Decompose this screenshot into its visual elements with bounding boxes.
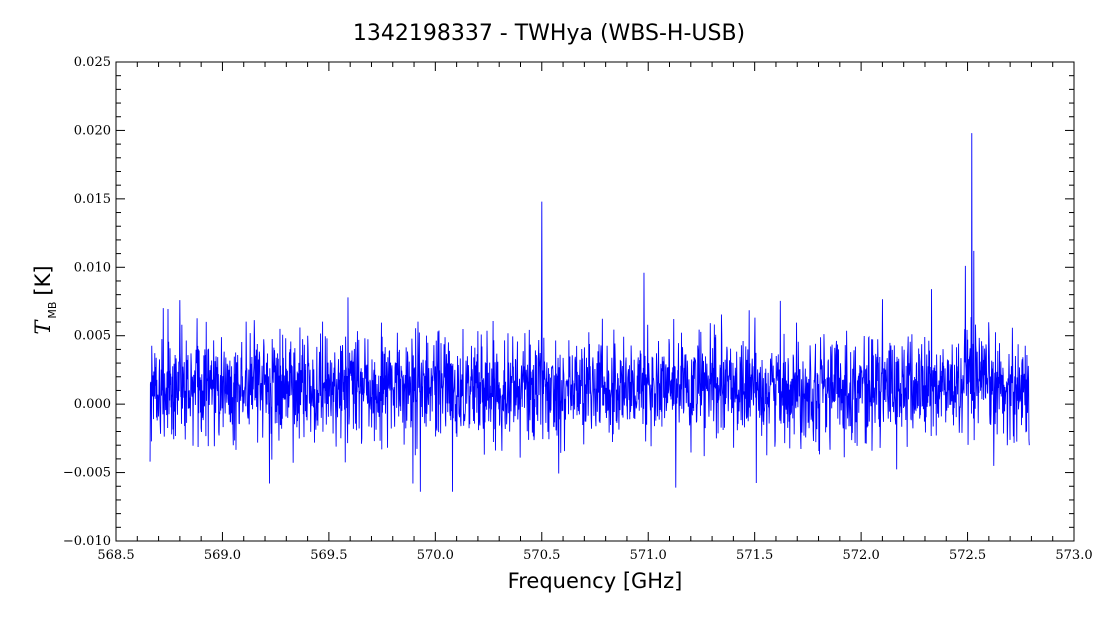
y-axis-title-subscript: MB (46, 302, 59, 319)
plot-frame (115, 61, 1075, 542)
x-tick-label: 568.5 (97, 548, 134, 563)
axis-ticks (115, 61, 1075, 542)
y-tick-label: 0.000 (74, 397, 111, 412)
x-tick-label: 572.0 (843, 548, 880, 563)
y-tick-label: 0.010 (74, 260, 111, 275)
x-tick-label: 570.0 (417, 548, 454, 563)
y-tick-label: −0.010 (63, 534, 111, 549)
y-tick-label: 0.005 (74, 329, 111, 344)
y-axis-title-main: T (31, 319, 55, 335)
y-tick-label: 0.015 (74, 192, 111, 207)
y-tick-label: 0.025 (74, 55, 111, 70)
x-tick-label: 573.0 (1055, 548, 1092, 563)
y-tick-label: −0.005 (63, 466, 111, 481)
x-tick-label: 569.5 (310, 548, 347, 563)
spectrum-line (149, 133, 1030, 492)
x-axis-title: Frequency [GHz] (508, 569, 683, 593)
x-tick-label: 570.5 (523, 548, 560, 563)
y-axis-title: TMB [K] (31, 265, 59, 334)
x-tick-label: 571.5 (736, 548, 773, 563)
x-axis-tick-labels: 568.5 569.0 569.5 570.0 570.5 571.0 571.5 572.0… (97, 548, 1092, 563)
x-tick-label: 571.0 (630, 548, 667, 563)
spectrum-series (149, 133, 1030, 492)
chart-title: 1342198337 - TWHya (WBS-H-USB) (353, 21, 745, 46)
plot-area (115, 61, 1075, 542)
x-tick-label: 569.0 (204, 548, 241, 563)
x-tick-label: 572.5 (949, 548, 986, 563)
y-axis-title-unit: [K] (31, 265, 55, 295)
y-tick-label: 0.020 (74, 123, 111, 138)
y-axis-tick-labels: −0.010 −0.005 0.000 0.005 0.010 0.015 0.020 0.0… (63, 55, 111, 549)
